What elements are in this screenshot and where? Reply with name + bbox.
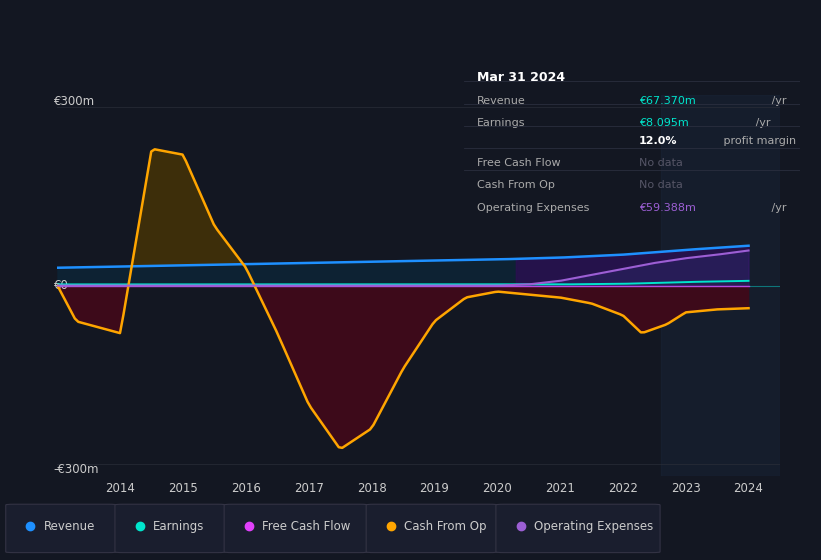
FancyBboxPatch shape: [6, 504, 117, 553]
Text: -€300m: -€300m: [54, 463, 99, 476]
Text: Cash From Op: Cash From Op: [477, 180, 555, 190]
Text: /yr: /yr: [768, 203, 787, 213]
Text: Operating Expenses: Operating Expenses: [477, 203, 589, 213]
FancyBboxPatch shape: [224, 504, 368, 553]
FancyBboxPatch shape: [496, 504, 660, 553]
FancyBboxPatch shape: [115, 504, 226, 553]
Text: Revenue: Revenue: [477, 96, 526, 106]
Text: Free Cash Flow: Free Cash Flow: [477, 158, 561, 168]
Text: profit margin: profit margin: [720, 136, 796, 146]
Text: €300m: €300m: [54, 95, 95, 108]
Text: Operating Expenses: Operating Expenses: [534, 520, 653, 533]
Text: Earnings: Earnings: [153, 520, 204, 533]
Text: €8.095m: €8.095m: [639, 118, 689, 128]
Text: /yr: /yr: [768, 96, 787, 106]
Text: No data: No data: [639, 158, 683, 168]
Text: Revenue: Revenue: [44, 520, 95, 533]
Text: Free Cash Flow: Free Cash Flow: [262, 520, 351, 533]
FancyBboxPatch shape: [366, 504, 498, 553]
Text: €59.388m: €59.388m: [639, 203, 695, 213]
Text: /yr: /yr: [752, 118, 770, 128]
Bar: [661, 95, 780, 476]
Text: 12.0%: 12.0%: [639, 136, 677, 146]
Text: No data: No data: [639, 180, 683, 190]
Text: Cash From Op: Cash From Op: [404, 520, 486, 533]
Text: €67.370m: €67.370m: [639, 96, 695, 106]
Text: €0: €0: [54, 279, 69, 292]
Text: Earnings: Earnings: [477, 118, 525, 128]
Text: Mar 31 2024: Mar 31 2024: [477, 71, 566, 83]
